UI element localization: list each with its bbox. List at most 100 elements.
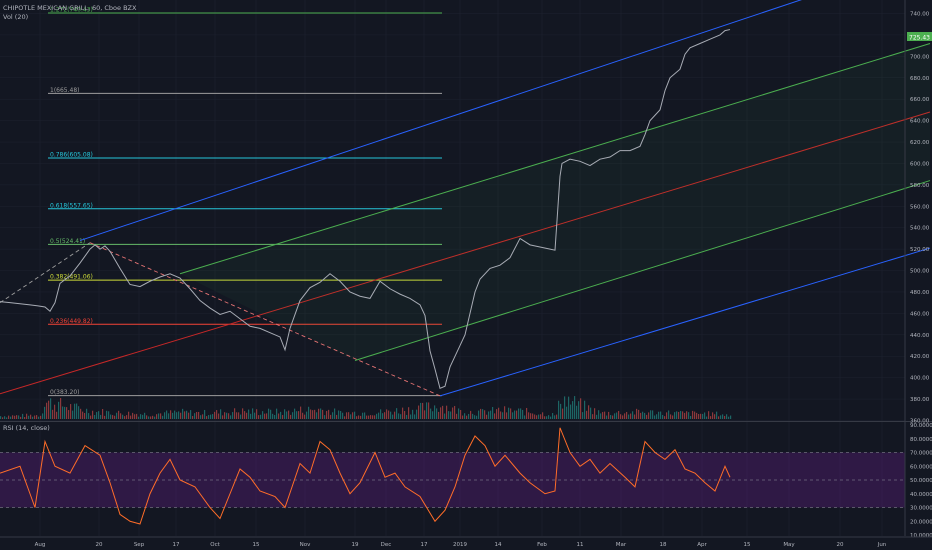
pitchfork[interactable] xyxy=(0,0,931,397)
volume-bar xyxy=(376,413,378,419)
trend-lines[interactable] xyxy=(0,242,441,397)
volume-bar xyxy=(452,407,454,419)
volume-bar xyxy=(64,406,66,419)
volume-bar xyxy=(342,412,344,419)
volume-bar xyxy=(554,415,556,419)
volume-bar xyxy=(494,413,496,419)
volume-bar xyxy=(380,409,382,419)
pitchfork-line-1[interactable] xyxy=(439,247,931,397)
volume-bar xyxy=(420,402,422,419)
volume-bar xyxy=(398,413,400,419)
volume-bar xyxy=(274,414,276,419)
rsi-tick-label-8: 90.0000 xyxy=(910,423,932,429)
volume-bar xyxy=(138,416,140,419)
last-price-badge-text: 725.43 xyxy=(909,35,930,42)
volume-bar xyxy=(664,416,666,419)
volume-bar xyxy=(90,415,92,419)
volume-bar xyxy=(582,412,584,419)
volume-bar xyxy=(326,410,328,419)
volume-bar xyxy=(78,406,80,419)
volume-bar xyxy=(350,414,352,419)
volume-bar xyxy=(260,414,262,419)
rsi-tick-label-4: 50.0000 xyxy=(910,478,932,484)
fib-level-label-2: 0.786(605.08) xyxy=(50,152,93,159)
volume-bar xyxy=(168,413,170,419)
volume-bar xyxy=(670,414,672,419)
y-tick-label-1: 380.00 xyxy=(910,397,930,403)
volume-bar xyxy=(718,416,720,419)
pitchfork-line-4[interactable] xyxy=(0,111,931,395)
volume-bar xyxy=(570,404,572,419)
volume-bar xyxy=(14,415,16,419)
volume-bar xyxy=(460,409,462,419)
volume-bar xyxy=(686,411,688,419)
volume-bar xyxy=(24,417,26,419)
volume-bar xyxy=(610,415,612,419)
volume-bar xyxy=(682,411,684,419)
rsi-tick-label-1: 20.0000 xyxy=(910,519,932,525)
volume-bar xyxy=(324,415,326,419)
fib-level-label-5: 0.382(491.06) xyxy=(50,274,93,281)
volume-bar xyxy=(162,415,164,419)
volume-bar xyxy=(282,415,284,419)
volume-bar xyxy=(220,409,222,419)
volume-bar xyxy=(352,412,354,419)
volume-bar xyxy=(144,412,146,419)
price-series xyxy=(0,29,731,390)
volume-bar xyxy=(74,403,76,419)
volume-bar xyxy=(182,408,184,419)
volume-bar xyxy=(656,414,658,419)
volume-bar xyxy=(280,411,282,419)
last-price-badge xyxy=(907,32,932,41)
pitchfork-line-2[interactable] xyxy=(179,43,931,275)
volume-bar xyxy=(662,415,664,419)
volume-bar xyxy=(722,414,724,419)
volume-bar xyxy=(222,415,224,419)
volume-bar xyxy=(12,415,14,419)
trend-line-0[interactable] xyxy=(89,242,441,397)
volume-bar xyxy=(102,409,104,419)
volume-bar xyxy=(210,414,212,419)
volume-bar xyxy=(512,412,514,419)
volume-bar xyxy=(22,413,24,419)
volume-bar xyxy=(418,405,420,419)
volume-bar xyxy=(186,410,188,419)
volume-bar xyxy=(564,396,566,419)
volume-bar xyxy=(252,408,254,419)
x-tick-label-5: 15 xyxy=(253,542,260,548)
volume-bar xyxy=(272,413,274,419)
volume-bar xyxy=(522,409,524,419)
volume-bar xyxy=(442,405,444,419)
pitchfork-line-0[interactable] xyxy=(79,0,930,242)
volume-bar xyxy=(34,415,36,419)
pitchfork-line-3[interactable] xyxy=(354,180,931,361)
volume-bar xyxy=(724,415,726,419)
volume-bar xyxy=(392,414,394,419)
y-tick-label-10: 560.00 xyxy=(910,204,930,210)
volume-bar xyxy=(402,407,404,419)
fibonacci-retracement[interactable]: 1.272(740.43) 1(665.48) 0.786(605.08) 0.618… xyxy=(48,7,442,397)
volume-bar xyxy=(536,415,538,419)
volume-bar xyxy=(436,408,438,419)
volume-bar xyxy=(650,410,652,419)
x-tick-label-20: Jun xyxy=(877,542,887,548)
volume-bar xyxy=(730,415,732,419)
volume-bar xyxy=(660,411,662,419)
volume-bar xyxy=(232,412,234,419)
volume-bar xyxy=(112,415,114,419)
volume-bar xyxy=(516,410,518,419)
volume-bar xyxy=(46,402,48,419)
symbol-title: CHIPOTLE MEXICAN GRILL, 60, Cboe BZX xyxy=(3,4,137,12)
volume-bar xyxy=(598,410,600,419)
volume-bar xyxy=(446,405,448,419)
x-tick-label-13: 11 xyxy=(577,542,584,548)
volume-bar xyxy=(268,408,270,419)
volume-bar xyxy=(254,412,256,419)
volume-bar xyxy=(428,402,430,419)
volume-bar xyxy=(430,408,432,419)
volume-bar xyxy=(266,413,268,419)
rsi-tick-label-0: 10.0000 xyxy=(910,533,932,539)
volume-bar xyxy=(52,409,54,419)
volume-bar xyxy=(118,410,120,419)
